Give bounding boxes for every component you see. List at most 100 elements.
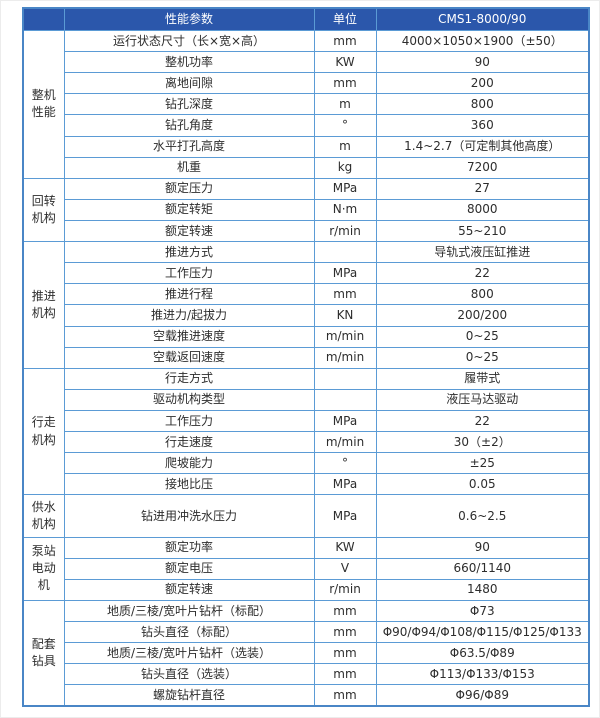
value-cell: Φ63.5/Φ89 [375,642,590,665]
value-cell: 55~210 [375,219,590,243]
table-row: 钻孔深度 m 800 [23,93,590,116]
table-row: 钻头直径（标配） mm Φ90/Φ94/Φ108/Φ115/Φ125/Φ133 [23,621,590,644]
unit-cell: MPa [313,409,377,433]
table-row: 空载推进速度 m/min 0~25 [23,325,590,348]
table-row: 配套 钻具 地质/三棱/宽叶片钻杆（标配） mm Φ73 [22,599,590,707]
unit-cell: ° [313,114,377,137]
param-cell: 运行状态尺寸（长×宽×高） [63,29,315,53]
value-cell: 1.4~2.7（可定制其他高度） [375,135,590,158]
param-cell: 推进方式 [63,241,315,264]
group-label-cell: 整机 性能 [22,30,65,179]
table-row: 推进行程 mm 800 [23,283,590,306]
group-label-cell: 泵站 电动机 [22,536,65,601]
table-row: 行走 机构 行走方式 履带式 [22,367,590,496]
table-row: 驱动机构类型 液压马达驱动 [23,388,590,411]
unit-cell: m [313,93,377,116]
value-cell: 200 [375,72,590,95]
unit-cell: V [313,557,377,580]
table-row: 钻孔角度 ° 360 [23,114,590,137]
value-cell: 履带式 [375,367,590,390]
unit-cell: r/min [313,219,377,243]
param-cell: 地质/三棱/宽叶片钻杆（选装） [63,642,315,665]
unit-cell: KW [313,536,377,559]
param-cell: 接地比压 [63,473,315,496]
unit-cell: mm [313,684,377,707]
table-row: 螺旋钻杆直径 mm Φ96/Φ89 [23,684,590,707]
unit-cell: mm [313,29,377,53]
unit-cell: MPa [313,494,377,538]
param-cell: 离地间隙 [63,72,315,95]
unit-cell: mm [313,599,377,623]
value-cell: 22 [375,262,590,285]
unit-cell: KW [313,51,377,74]
table-header: 性能参数 单位 CMS1-8000/90 [22,7,590,31]
unit-cell: MPa [313,473,377,496]
param-cell: 额定电压 [63,557,315,580]
unit-cell: mm [313,72,377,95]
unit-cell: m/min [313,431,377,454]
value-cell: 0.05 [375,473,590,496]
unit-cell: mm [313,642,377,665]
table-row: 钻头直径（选装） mm Φ113/Φ133/Φ153 [23,663,590,686]
unit-cell: KN [313,304,377,327]
spec-table: 性能参数 单位 CMS1-8000/90 整机 性能 运行状态尺寸（长×宽×高） m… [22,7,590,707]
unit-cell: m/min [313,325,377,348]
value-cell: 液压马达驱动 [375,388,590,411]
unit-cell: mm [313,621,377,644]
value-cell: Φ96/Φ89 [375,684,590,707]
header-corner-cell [22,7,65,31]
unit-cell: m [313,135,377,158]
group-label-cell: 供水 机构 [22,494,65,538]
table-row: 整机 性能 运行状态尺寸（长×宽×高） mm 4000×1050×1900（±50） [22,29,590,179]
table-row: 整机功率 KW 90 [23,51,590,74]
value-cell: 0.6~2.5 [375,494,590,538]
param-cell: 额定转矩 [63,198,315,221]
param-cell: 螺旋钻杆直径 [63,684,315,707]
value-cell: Φ113/Φ133/Φ153 [375,663,590,686]
group-label-cell: 推进 机构 [22,241,65,369]
value-cell: 0~25 [375,346,590,369]
unit-cell [313,388,377,411]
param-cell: 爬坡能力 [63,452,315,475]
value-cell: 200/200 [375,304,590,327]
param-cell: 水平打孔高度 [63,135,315,158]
value-cell: ±25 [375,452,590,475]
unit-cell: ° [313,452,377,475]
table-row: 额定电压 V 660/1140 [23,557,590,580]
value-cell: 660/1140 [375,557,590,580]
value-cell: 27 [375,177,590,200]
unit-cell: mm [313,663,377,686]
table-row: 行走速度 m/min 30（±2） [23,431,590,454]
table-row: 推进 机构 推进方式 导轨式液压缸推进 [22,241,590,369]
table-row: 爬坡能力 ° ±25 [23,452,590,475]
param-cell: 整机功率 [63,51,315,74]
table-row: 工作压力 MPa 22 [23,409,590,433]
table-row: 额定转速 r/min 1480 [23,578,590,601]
param-cell: 驱动机构类型 [63,388,315,411]
group-label-cell: 配套 钻具 [22,599,65,707]
param-cell: 钻孔角度 [63,114,315,137]
unit-cell [313,241,377,264]
param-cell: 钻进用冲洗水压力 [63,494,315,538]
table-row: 空载返回速度 m/min 0~25 [23,346,590,369]
param-cell: 空载推进速度 [63,325,315,348]
param-cell: 工作压力 [63,262,315,285]
param-cell: 额定转速 [63,578,315,601]
unit-cell [313,367,377,390]
value-cell: 1480 [375,578,590,601]
param-cell: 额定功率 [63,536,315,559]
value-cell: Φ90/Φ94/Φ108/Φ115/Φ125/Φ133 [375,621,590,644]
header-row: 性能参数 单位 CMS1-8000/90 [22,7,590,31]
value-cell: 22 [375,409,590,433]
param-cell: 推进行程 [63,283,315,306]
value-cell: 30（±2） [375,431,590,454]
table-row: 回转 机构 额定压力 MPa 27 [22,177,590,243]
unit-cell: N·m [313,198,377,221]
header-model-label: CMS1-8000/90 [375,7,590,31]
value-cell: 90 [375,536,590,559]
table-row: 工作压力 MPa 22 [23,262,590,285]
value-cell: 4000×1050×1900（±50） [375,29,590,53]
group-label-cell: 行走 机构 [22,367,65,496]
param-cell: 工作压力 [63,409,315,433]
